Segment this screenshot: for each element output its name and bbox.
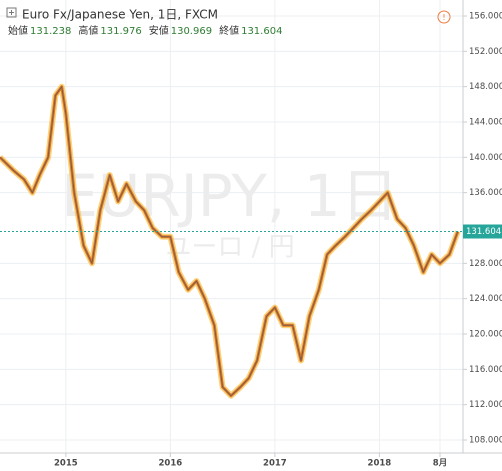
- y-tick-label: 112.000: [469, 400, 502, 410]
- y-tick-label: 116.000: [469, 365, 502, 375]
- collapse-plus: [9, 10, 14, 15]
- y-tick-label: 136.000: [469, 188, 502, 198]
- alert-mark: !: [442, 13, 445, 22]
- x-tick-label: 2018: [368, 459, 392, 469]
- last-price-label: 131.604: [466, 227, 501, 237]
- y-tick-label: 148.000: [469, 82, 502, 92]
- ohlc-value: 131.604: [241, 26, 282, 37]
- y-tick-label: 120.000: [469, 330, 502, 340]
- ohlc-label: 安値: [149, 24, 169, 37]
- symbol-title[interactable]: Euro Fx/Japanese Yen, 1日, FXCM: [22, 8, 218, 22]
- y-tick-label: 140.000: [469, 153, 502, 163]
- watermark: EURJPY, 1日: [61, 162, 398, 230]
- ohlc-value: 131.238: [30, 26, 71, 37]
- price-core: [0, 86, 459, 397]
- watermark-sub: ユーロ / 円: [165, 233, 294, 263]
- y-tick-label: 152.000: [469, 47, 502, 57]
- y-tick-label: 144.000: [469, 117, 502, 127]
- ohlc-label: 高値: [78, 24, 98, 37]
- y-tick-label: 128.000: [469, 259, 502, 269]
- ohlc-label: 終値: [219, 24, 239, 37]
- last-price-box: [463, 224, 502, 239]
- y-tick-label: 108.000: [469, 436, 502, 446]
- x-tick-label: 2015: [54, 459, 78, 469]
- x-tick-label: 2016: [159, 459, 183, 469]
- y-tick-label: 156.000: [469, 11, 502, 21]
- ohlc-value: 130.969: [171, 26, 212, 37]
- collapse-icon[interactable]: [6, 7, 17, 18]
- ohlc-label: 始値: [8, 24, 28, 37]
- ohlc-legend: 始値 131.238 高値 131.976 安値 130.969 終値 131.604: [8, 24, 282, 37]
- x-tick-label: 8月: [433, 459, 447, 469]
- plot: [0, 83, 463, 399]
- grid: [0, 0, 463, 453]
- y-tick-label: 124.000: [469, 294, 502, 304]
- alert-icon[interactable]: [437, 10, 451, 24]
- ohlc-value: 131.976: [100, 26, 141, 37]
- x-tick-label: 2017: [263, 459, 287, 469]
